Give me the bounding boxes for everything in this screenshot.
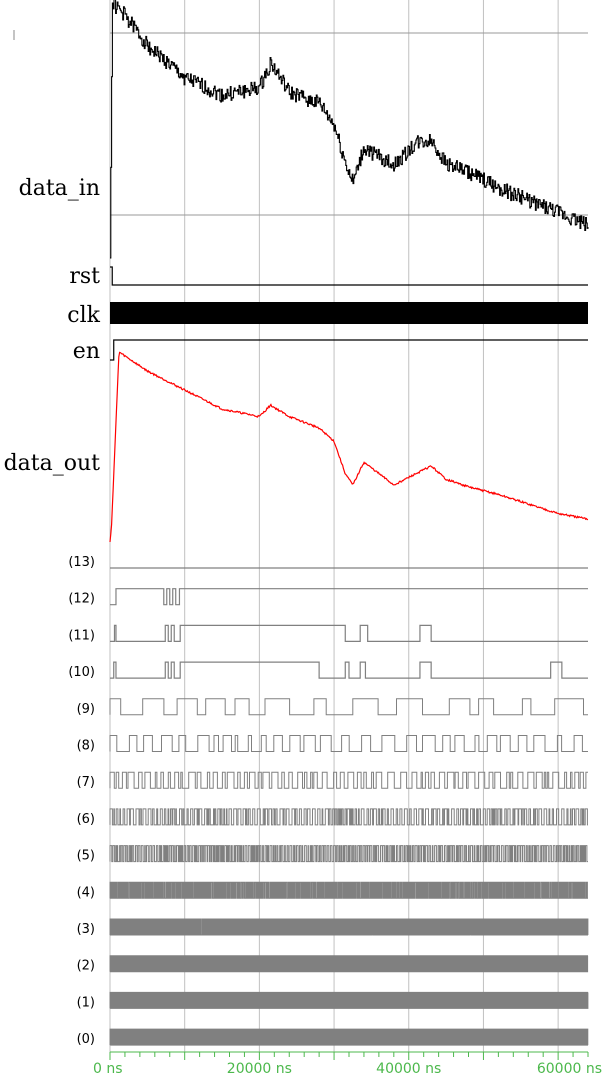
trace-data_out xyxy=(109,351,589,543)
clock-band xyxy=(110,302,588,324)
bit-line xyxy=(110,266,588,286)
trace-bit-8 xyxy=(109,735,588,752)
trace-bit-2 xyxy=(109,955,589,973)
trace-clk xyxy=(110,302,588,324)
analog-line xyxy=(109,351,589,543)
signal-label: (10) xyxy=(68,665,95,680)
bit-line xyxy=(109,918,589,936)
x-tick-label: 40000 ns xyxy=(376,1061,441,1077)
bit-line xyxy=(109,698,588,716)
trace-data_in xyxy=(110,0,589,259)
x-tick-label: 60000 ns xyxy=(537,1061,602,1077)
signal-label: (13) xyxy=(68,555,95,570)
signal-label: (0) xyxy=(77,1032,95,1047)
signal-label: (5) xyxy=(77,849,95,864)
bit-line xyxy=(110,588,588,606)
signal-label: (11) xyxy=(68,628,95,643)
bit-line xyxy=(110,661,588,679)
signal-traces xyxy=(109,0,589,1046)
trace-bit-3 xyxy=(109,918,589,936)
x-tick-label: 20000 ns xyxy=(227,1061,292,1077)
bit-line xyxy=(109,771,588,789)
trace-bit-6 xyxy=(109,808,588,826)
bit-line xyxy=(109,955,589,973)
signal-label: clk xyxy=(67,303,100,328)
x-tick-label: 0 ns xyxy=(93,1061,123,1077)
signal-label: (7) xyxy=(77,775,95,790)
bit-line xyxy=(109,845,588,863)
signal-label: data_in xyxy=(19,176,100,201)
signal-label: (1) xyxy=(77,995,95,1010)
trace-bit-4 xyxy=(109,881,588,899)
trace-en xyxy=(110,339,588,361)
bit-line xyxy=(110,624,588,643)
analog-line xyxy=(110,0,589,259)
trace-bit-5 xyxy=(109,845,588,863)
trace-rst xyxy=(110,266,588,286)
trace-bit-12 xyxy=(110,588,588,606)
trace-bit-9 xyxy=(109,698,588,716)
signal-label: (4) xyxy=(77,885,95,900)
signal-label: (8) xyxy=(77,739,95,754)
bit-line xyxy=(109,1028,589,1046)
signal-label: (9) xyxy=(77,702,95,717)
signal-label: en xyxy=(73,339,100,364)
trace-bit-10 xyxy=(110,661,588,679)
time-axis: 0 ns 20000 ns 40000 ns 60000 ns xyxy=(93,1051,602,1077)
trace-bit-7 xyxy=(109,771,588,789)
trace-bit-1 xyxy=(109,991,589,1009)
signal-label: rst xyxy=(69,264,100,289)
bit-line xyxy=(109,881,588,899)
signal-label: data_out xyxy=(4,451,101,476)
signal-label: (2) xyxy=(77,959,95,974)
trace-bit-11 xyxy=(110,624,588,643)
bit-line xyxy=(109,991,589,1009)
bit-line xyxy=(109,808,588,826)
signal-label: (3) xyxy=(77,922,95,937)
bit-line xyxy=(110,339,588,361)
trace-bit-0 xyxy=(109,1028,589,1046)
signal-label: (12) xyxy=(68,592,95,607)
signal-label: (6) xyxy=(77,812,95,827)
bit-line xyxy=(109,735,588,752)
